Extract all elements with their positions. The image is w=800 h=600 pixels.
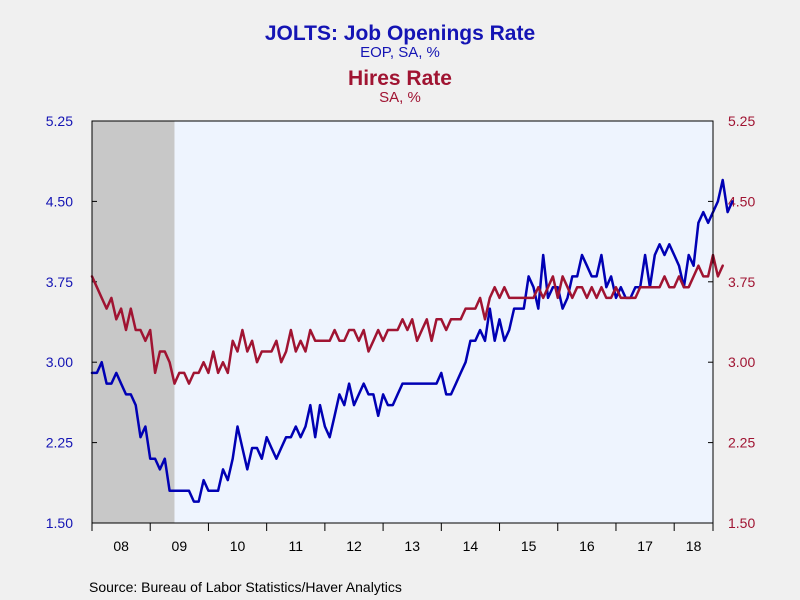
left-tick-label: 2.25	[46, 435, 73, 451]
x-tick-label: 18	[686, 538, 702, 554]
left-tick-label: 1.50	[46, 515, 73, 531]
second-series-subtitle: SA, %	[379, 89, 421, 106]
right-tick-label: 3.00	[728, 354, 755, 370]
right-axis: 5.25 4.50 3.75 3.00 2.25 1.50	[708, 113, 755, 531]
source-note: Source: Bureau of Labor Statistics/Haver…	[89, 579, 402, 595]
x-tick-label: 09	[172, 538, 188, 554]
chart-subtitle: EOP, SA, %	[360, 44, 440, 61]
x-tick-label: 15	[521, 538, 537, 554]
x-tick-label: 13	[404, 538, 420, 554]
chart-title: JOLTS: Job Openings Rate	[265, 22, 535, 45]
right-tick-label: 1.50	[728, 515, 755, 531]
x-tick-label: 10	[230, 538, 246, 554]
right-tick-label: 4.50	[728, 193, 755, 209]
series-lines	[90, 178, 734, 503]
x-tick-label: 17	[637, 538, 653, 554]
x-tick-label: 11	[288, 538, 303, 554]
left-tick-label: 5.25	[46, 113, 73, 129]
x-tick-label: 08	[113, 538, 129, 554]
plot-frame	[91, 120, 714, 524]
left-tick-label: 4.50	[46, 193, 73, 209]
left-tick-label: 3.75	[46, 274, 73, 290]
right-tick-label: 5.25	[728, 113, 755, 129]
x-tick-label: 12	[346, 538, 362, 554]
hires-rate-line	[90, 253, 724, 385]
x-axis: 08 09 10 11 12 13 14 15 16 17 18	[91, 523, 714, 554]
right-tick-label: 3.75	[728, 274, 755, 290]
left-axis: 5.25 4.50 3.75 3.00 2.25 1.50	[46, 113, 97, 531]
second-series-title: Hires Rate	[348, 67, 452, 90]
x-tick-label: 14	[463, 538, 479, 554]
left-tick-label: 3.00	[46, 354, 73, 370]
right-tick-label: 2.25	[728, 435, 755, 451]
x-tick-label: 16	[579, 538, 595, 554]
